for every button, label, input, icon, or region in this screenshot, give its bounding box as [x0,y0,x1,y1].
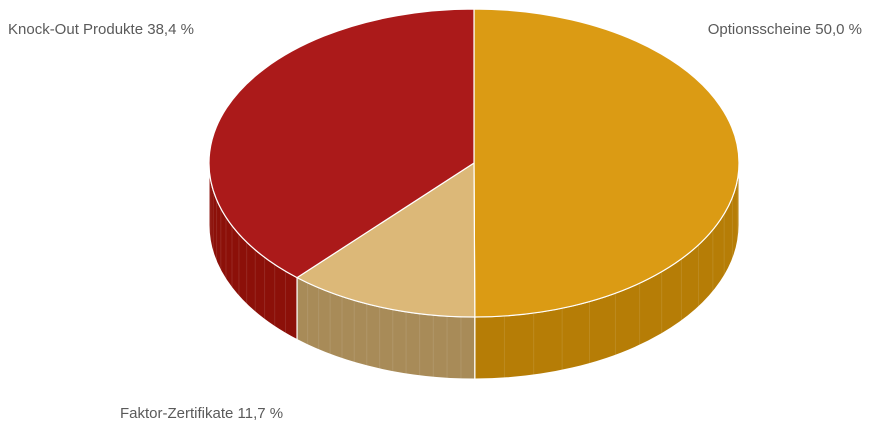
pie-slice-optionsscheine [473,8,740,318]
pie-tops-group [208,8,740,318]
pie-slice-knock-out-produkte [208,8,475,279]
pie-slice-faktor-zertifikate [296,162,476,318]
label-faktor-zertifikate: Faktor-Zertifikate 11,7 % [120,405,283,422]
label-knock-out-produkte: Knock-Out Produkte 38,4 % [8,21,194,38]
pie-sides-group [208,162,740,380]
label-optionsscheine: Optionsscheine 50,0 % [708,21,862,38]
